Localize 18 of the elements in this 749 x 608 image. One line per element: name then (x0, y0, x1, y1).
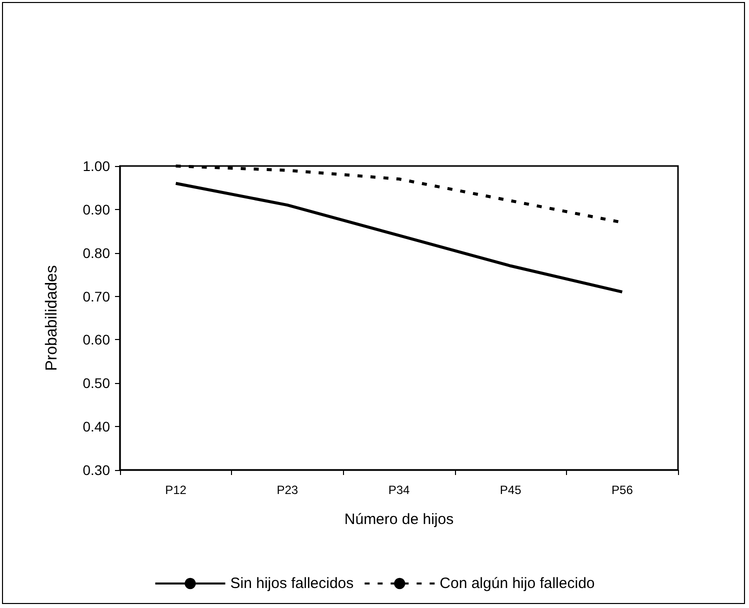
legend-label: Sin hijos fallecidos (230, 575, 354, 592)
x-tick-label: P12 (165, 483, 187, 497)
y-tick-label: 0.70 (82, 288, 110, 304)
x-tick-label: P45 (500, 483, 522, 497)
y-tick-label: 0.80 (82, 244, 110, 261)
x-tick-label: P34 (388, 483, 410, 497)
line-series (174, 182, 624, 294)
legend-label: Con algún hijo fallecido (440, 575, 595, 592)
y-tick-label: 0.90 (82, 201, 110, 218)
x-axis-title: Número de hijos (344, 511, 454, 528)
y-tick-label: 0.30 (82, 462, 110, 478)
y-tick-label: 1.00 (82, 158, 110, 174)
y-tick-label: 0.40 (82, 418, 110, 435)
x-tick-label: P23 (276, 483, 298, 497)
x-tick-label: P56 (612, 483, 634, 497)
y-tick-label: 0.50 (82, 375, 110, 392)
y-tick-label: 0.60 (82, 332, 110, 348)
y-axis-title: Probabilidades (44, 265, 60, 371)
